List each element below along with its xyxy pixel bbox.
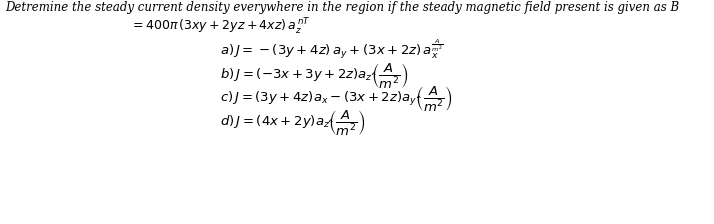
Text: Detremine the steady current density everywhere in the region if the steady magn: Detremine the steady current density eve… — [5, 1, 679, 14]
Text: $= 400\pi\,(3xy + 2yz + 4xz)\,a_z^{\,nT}$: $= 400\pi\,(3xy + 2yz + 4xz)\,a_z^{\,nT}… — [130, 17, 311, 37]
Text: $c)\,J = (3y + 4z)a_x - (3x + 2z)a_y\,\hat{}\!\left(\dfrac{A}{m^2}\right)$: $c)\,J = (3y + 4z)a_x - (3x + 2z)a_y\,\h… — [220, 84, 453, 113]
Text: $b)\,J = (-3x + 3y + 2z)a_z\,\hat{}\!\left(\dfrac{A}{m^2}\right)$: $b)\,J = (-3x + 3y + 2z)a_z\,\hat{}\!\le… — [220, 61, 408, 90]
Text: $a)\,J = -(3y + 4z)\,a_y + (3x + 2z)\,a_x^{\frac{A}{m^2}}$: $a)\,J = -(3y + 4z)\,a_y + (3x + 2z)\,a_… — [220, 37, 443, 61]
Text: $d)\,J = (4x + 2y)a_z\,\hat{}\!\left(\dfrac{A}{m^2}\right)$: $d)\,J = (4x + 2y)a_z\,\hat{}\!\left(\df… — [220, 108, 366, 137]
